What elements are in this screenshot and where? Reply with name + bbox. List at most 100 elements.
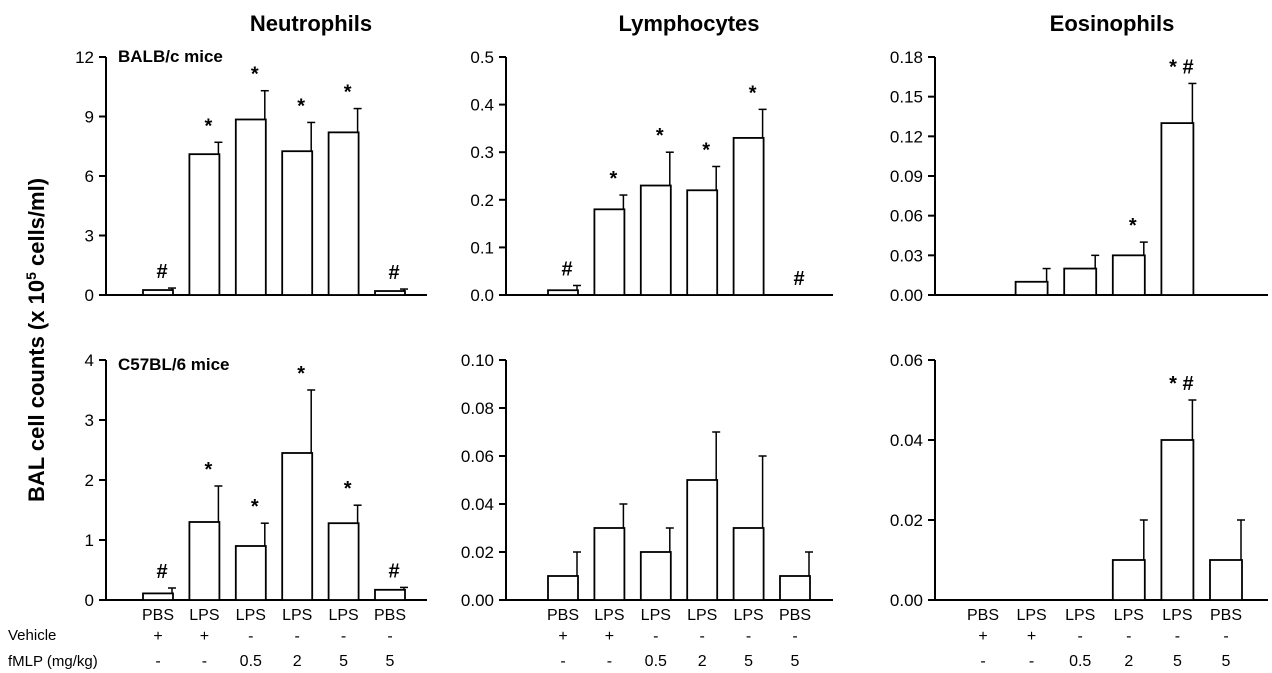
bar: [374, 290, 406, 296]
fmlp-dose-value: 5: [744, 653, 753, 670]
vehicle-value: -: [746, 628, 751, 645]
vehicle-value: -: [1223, 628, 1228, 645]
significance-mark: #: [793, 268, 804, 290]
y-tick-label: 0.04: [890, 431, 923, 450]
y-tick-label: 0.0: [470, 286, 494, 305]
x-category-label: LPS: [328, 607, 358, 624]
x-category-label: PBS: [374, 607, 406, 624]
significance-mark: #: [156, 261, 167, 283]
fmlp-dose-value: -: [560, 653, 565, 670]
significance-mark: *: [1129, 215, 1137, 237]
bar: [188, 153, 221, 296]
vehicle-value: +: [153, 628, 162, 645]
significance-mark: *: [205, 459, 213, 481]
x-category-label: LPS: [594, 607, 624, 624]
y-tick-label: 0.06: [890, 207, 923, 226]
y-tick-label: 0.5: [470, 48, 494, 67]
x-category-label: LPS: [282, 607, 312, 624]
significance-mark: *: [702, 139, 710, 161]
treatment-row-label-vehicle: Vehicle: [8, 627, 56, 644]
vehicle-value: +: [200, 628, 209, 645]
fmlp-dose-value: 2: [1124, 653, 1133, 670]
y-tick-label: 0.02: [890, 511, 923, 530]
vehicle-value: -: [792, 628, 797, 645]
significance-mark: *: [344, 478, 352, 500]
bar: [234, 545, 267, 601]
x-category-label: LPS: [733, 607, 763, 624]
fmlp-dose-value: -: [155, 653, 160, 670]
bar: [1160, 439, 1195, 601]
y-tick-label: 0.18: [890, 48, 923, 67]
bar: [639, 184, 672, 296]
vehicle-value: -: [341, 628, 346, 645]
fmlp-dose-value: 2: [293, 653, 302, 670]
vehicle-value: -: [1126, 628, 1131, 645]
significance-mark: *: [251, 64, 259, 86]
column-title-lymphocytes: Lymphocytes: [618, 11, 759, 36]
vehicle-value: +: [558, 628, 567, 645]
y-tick-label: 3: [85, 227, 94, 246]
y-tick-label: 0.10: [461, 351, 494, 370]
fmlp-dose-value: -: [202, 653, 207, 670]
y-axis-main-label: BAL cell counts (x 105 cells/ml): [23, 178, 49, 502]
x-category-label: LPS: [641, 607, 671, 624]
bar: [142, 592, 174, 601]
y-tick-label: 2: [85, 471, 94, 490]
fmlp-dose-value: -: [980, 653, 985, 670]
chart-panel-3: 0 1 2 3 4 # PBS + - * LPS + - * LPS - 0.5 * LPS - 2 * LPS - 5 # PB…: [85, 351, 427, 670]
bar: [281, 150, 314, 296]
fmlp-dose-value: 0.5: [1069, 653, 1091, 670]
bar: [327, 522, 360, 601]
fmlp-dose-value: 5: [386, 653, 395, 670]
bar: [142, 289, 174, 296]
fmlp-dose-value: 5: [1222, 653, 1231, 670]
bar: [1160, 122, 1195, 296]
significance-mark: #: [388, 262, 399, 284]
bar: [686, 189, 719, 296]
y-tick-label: 0.03: [890, 246, 923, 265]
x-category-label: LPS: [1065, 607, 1095, 624]
vehicle-value: -: [295, 628, 300, 645]
chart-panel-0: 0 3 6 9 12 # * * * * #: [75, 48, 427, 305]
row-label-balbc: BALB/c mice: [118, 47, 223, 66]
vehicle-value: -: [1175, 628, 1180, 645]
chart-panel-2: 0.00 0.03 0.06 0.09 0.12 0.15 0.18 * * #: [890, 48, 1268, 305]
y-tick-label: 3: [85, 411, 94, 430]
y-axis-label-base: BAL cell counts (x 10: [24, 280, 49, 502]
bar: [1209, 559, 1243, 601]
vehicle-value: +: [1027, 628, 1036, 645]
fmlp-dose-value: 5: [791, 653, 800, 670]
vehicle-value: -: [248, 628, 253, 645]
y-tick-label: 0.00: [461, 591, 494, 610]
chart-panel-4: 0.00 0.02 0.04 0.06 0.08 0.10 PBS + - LPS + - LPS - 0.…: [461, 351, 833, 670]
x-category-label: LPS: [687, 607, 717, 624]
x-category-label: LPS: [236, 607, 266, 624]
fmlp-dose-value: 0.5: [240, 653, 262, 670]
treatment-row-label-fmlp: fMLP (mg/kg): [8, 653, 98, 670]
bar: [1111, 254, 1146, 296]
significance-mark: #: [561, 258, 572, 280]
vehicle-value: -: [700, 628, 705, 645]
x-category-label: PBS: [142, 607, 174, 624]
y-tick-label: 1: [85, 531, 94, 550]
vehicle-value: -: [387, 628, 392, 645]
y-tick-label: 0.04: [461, 495, 494, 514]
significance-mark: *: [297, 363, 305, 385]
x-category-label: PBS: [547, 607, 579, 624]
y-tick-label: 0.00: [890, 286, 923, 305]
y-tick-label: 0.00: [890, 591, 923, 610]
y-tick-label: 12: [75, 48, 94, 67]
bar: [593, 208, 626, 296]
y-tick-label: 4: [85, 351, 94, 370]
y-tick-label: 0.2: [470, 191, 494, 210]
significance-mark: #: [156, 561, 167, 583]
x-category-label: LPS: [189, 607, 219, 624]
y-tick-label: 0: [85, 286, 94, 305]
y-tick-label: 9: [85, 108, 94, 127]
x-category-label: PBS: [967, 607, 999, 624]
y-tick-label: 0.3: [470, 143, 494, 162]
significance-mark: *: [297, 95, 305, 117]
fmlp-dose-value: 2: [698, 653, 707, 670]
y-tick-label: 0.12: [890, 127, 923, 146]
significance-mark: * #: [1169, 56, 1193, 78]
